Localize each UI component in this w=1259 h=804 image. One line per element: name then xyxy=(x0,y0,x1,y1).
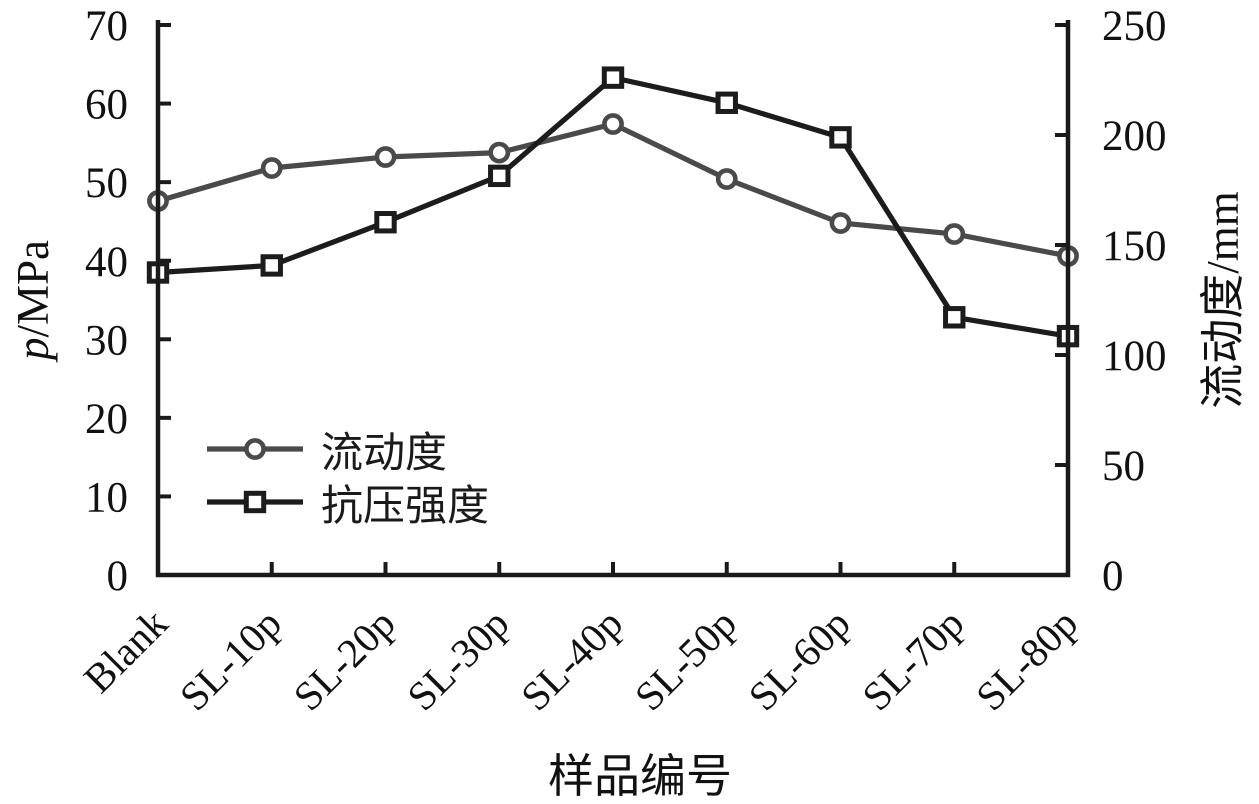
legend-item-fluidity: 流动度 xyxy=(205,427,489,477)
y-left-tick-label: 20 xyxy=(85,396,128,443)
series-fluidity-marker xyxy=(943,223,966,245)
legend-label-strength: 抗压强度 xyxy=(321,483,490,530)
x-tick-label: SL-50p xyxy=(626,600,746,720)
series-strength-marker xyxy=(943,306,966,329)
x-tick-label: SL-70p xyxy=(853,600,973,720)
series-strength-marker xyxy=(829,126,852,149)
y-right-tick-label: 100 xyxy=(1102,333,1167,380)
y-right-tick-label: 150 xyxy=(1102,223,1167,270)
x-tick-label: SL-60p xyxy=(739,600,859,720)
series-strength-marker xyxy=(601,66,625,89)
left-axis-title-symbol: p xyxy=(8,337,58,361)
series-fluidity-line xyxy=(157,121,1069,259)
strength-line-square-marker-icon xyxy=(207,490,303,514)
y-left-tick-label: 50 xyxy=(85,160,128,207)
series-strength-marker xyxy=(374,211,397,234)
right-axis-title: 流动度/mm xyxy=(1193,150,1248,450)
right-axis-title-text: 流动度/mm xyxy=(1197,191,1248,409)
series-fluidity-marker xyxy=(260,157,283,179)
series-fluidity-marker xyxy=(715,168,738,190)
y-left-tick-label: 70 xyxy=(85,3,128,50)
series-strength-marker xyxy=(488,164,511,188)
legend-item-strength: 抗压强度 xyxy=(205,480,489,530)
y-right-tick-label: 250 xyxy=(1102,3,1167,50)
left-axis-title-unit: /MPa xyxy=(8,240,58,338)
y-left-tick-label: 40 xyxy=(85,239,128,286)
series-fluidity-marker xyxy=(488,141,511,164)
y-right-tick-label: 50 xyxy=(1102,443,1145,490)
series-fluidity-marker xyxy=(602,113,624,135)
y-right-tick-label: 200 xyxy=(1102,113,1167,160)
x-tick-label: SL-80p xyxy=(967,600,1087,720)
x-axis-title: 样品编号 xyxy=(548,751,732,802)
series-fluidity-marker xyxy=(374,146,397,168)
legend-label-fluidity: 流动度 xyxy=(321,430,448,477)
y-left-tick-label: 10 xyxy=(85,474,128,521)
x-tick-label: Blank xyxy=(75,599,177,701)
series-strength-marker xyxy=(260,254,283,277)
legend: 流动度 抗压强度 xyxy=(205,427,489,530)
y-right-tick-label: 0 xyxy=(1102,553,1124,600)
fluidity-line-circle-marker-icon xyxy=(207,438,303,460)
left-axis-title: p/MPa xyxy=(8,150,58,450)
y-left-tick-label: 0 xyxy=(107,553,129,600)
series-fluidity-marker xyxy=(829,212,852,234)
x-tick-label: SL-10p xyxy=(171,600,291,720)
y-left-tick-label: 30 xyxy=(85,317,128,364)
x-tick-label: SL-20p xyxy=(284,600,404,720)
x-tick-label: SL-30p xyxy=(398,600,518,720)
series-strength-marker xyxy=(715,91,738,114)
x-tick-label: SL-40p xyxy=(512,600,632,720)
y-left-tick-label: 60 xyxy=(85,82,128,129)
